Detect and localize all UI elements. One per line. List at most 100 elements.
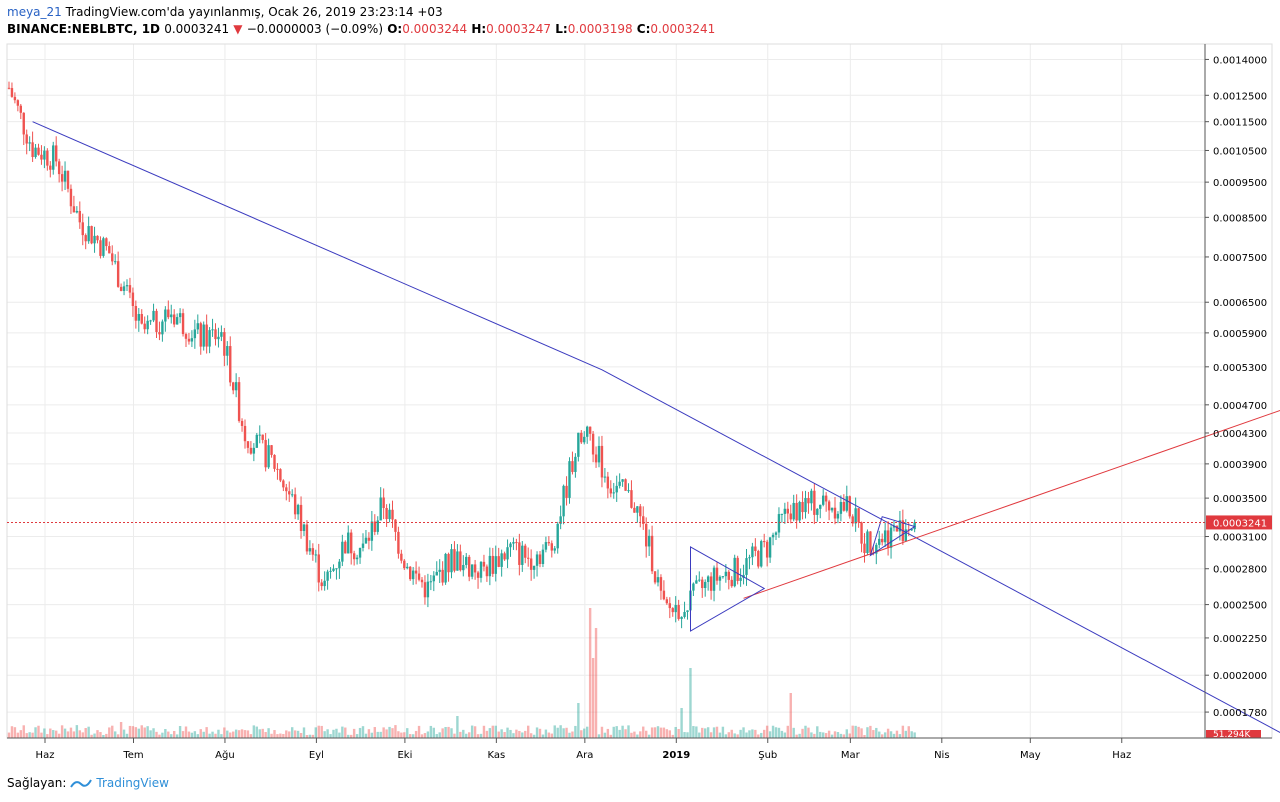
volume-bar bbox=[671, 734, 674, 738]
volume-bar bbox=[232, 731, 235, 738]
volume-label: 51.294K bbox=[1213, 730, 1251, 740]
candle-body bbox=[804, 497, 807, 513]
candle-body bbox=[397, 531, 400, 554]
candle-body bbox=[13, 96, 17, 101]
volume-bar bbox=[730, 729, 733, 738]
time-tick-label: Eki bbox=[397, 750, 412, 761]
volume-bar bbox=[559, 725, 562, 738]
candle-body bbox=[52, 145, 55, 170]
last-price: 0.0003241 bbox=[164, 22, 230, 36]
candle-body bbox=[562, 485, 565, 517]
volume-bar bbox=[291, 727, 294, 738]
candle-body bbox=[164, 309, 167, 322]
volume-bar bbox=[774, 727, 778, 738]
volume-bar bbox=[754, 729, 757, 738]
trendlines bbox=[7, 121, 1280, 733]
volume-bar bbox=[28, 732, 31, 738]
volume-bar bbox=[798, 733, 801, 738]
candle-body bbox=[541, 549, 545, 564]
volume-bar bbox=[258, 729, 261, 738]
candle-body bbox=[609, 488, 612, 494]
volume-bar bbox=[718, 732, 722, 738]
candle-body bbox=[830, 507, 834, 511]
volume-bar bbox=[99, 732, 102, 738]
volume-bar bbox=[379, 731, 382, 738]
candle-body bbox=[394, 519, 397, 532]
candle-body bbox=[341, 541, 344, 562]
volume-bar bbox=[506, 727, 509, 738]
candle-body bbox=[84, 235, 87, 242]
candle-body bbox=[111, 253, 114, 262]
candle-body bbox=[420, 579, 424, 583]
candle-body bbox=[403, 560, 406, 569]
candle-body bbox=[739, 577, 742, 581]
volume-bar bbox=[423, 733, 427, 738]
triangle-pattern bbox=[690, 546, 766, 632]
price-tick-label: 0.0012500 bbox=[1213, 91, 1267, 102]
candle-body bbox=[258, 434, 261, 436]
volume-bar bbox=[438, 732, 441, 738]
candle-body bbox=[748, 557, 751, 559]
candle-body bbox=[128, 285, 132, 293]
candle-body bbox=[869, 531, 872, 553]
volume-bar bbox=[302, 727, 306, 738]
author-name[interactable]: meya_21 bbox=[7, 5, 62, 19]
candle-body bbox=[78, 210, 81, 223]
candle-body bbox=[482, 561, 486, 567]
volume-bar bbox=[119, 722, 123, 738]
candle-body bbox=[500, 553, 503, 567]
candle-body bbox=[615, 485, 618, 493]
volume-bar bbox=[712, 727, 716, 738]
candle-body bbox=[910, 529, 913, 531]
time-axis[interactable]: Haz Tem Ağu Eyl Eki Kas Ara 2019 Şub Mar Nis May Haz bbox=[7, 737, 1272, 761]
provider-brand[interactable]: TradingView bbox=[96, 776, 169, 790]
volume-bar bbox=[535, 727, 539, 738]
candle-body bbox=[512, 542, 515, 544]
candle-body bbox=[624, 479, 627, 491]
volume-bar bbox=[851, 725, 854, 738]
time-tick-label: Şub bbox=[758, 750, 777, 761]
volume-bar bbox=[765, 725, 769, 738]
volume-bar bbox=[591, 658, 595, 738]
candle-body bbox=[320, 582, 323, 587]
volume-bar bbox=[261, 728, 264, 738]
candle-body bbox=[237, 382, 241, 421]
candle-body bbox=[311, 548, 315, 555]
candle-body bbox=[81, 222, 84, 236]
candle-body bbox=[892, 525, 896, 528]
time-tick-label: Ara bbox=[576, 750, 593, 761]
candle-body bbox=[37, 147, 40, 155]
volume-bar bbox=[361, 726, 365, 738]
candlestick-series bbox=[7, 81, 916, 629]
candle-body bbox=[105, 238, 108, 247]
candle-body bbox=[878, 538, 881, 545]
candle-body bbox=[28, 142, 31, 144]
volume-bar bbox=[155, 731, 158, 738]
candle-body bbox=[447, 553, 450, 573]
candle-body bbox=[515, 542, 518, 544]
volume-bar bbox=[63, 728, 67, 738]
volume-bar bbox=[202, 731, 205, 738]
volume-bar bbox=[706, 727, 710, 738]
volume-bar bbox=[400, 732, 403, 738]
candle-body bbox=[406, 566, 409, 569]
price-tick-label: 0.0004700 bbox=[1213, 401, 1267, 412]
price-tick-label: 0.0009500 bbox=[1213, 178, 1267, 189]
volume-bar bbox=[751, 729, 754, 738]
volume-bar bbox=[229, 732, 232, 738]
volume-bar bbox=[149, 730, 152, 738]
candle-body bbox=[674, 604, 677, 613]
candle-body bbox=[338, 561, 341, 569]
volume-bar bbox=[196, 734, 199, 738]
volume-bar bbox=[223, 727, 226, 738]
candle-body bbox=[270, 445, 273, 455]
volume-bar bbox=[801, 728, 804, 738]
price-axis[interactable]: 0.0014000 0.0012500 0.0011500 0.0010500 0.00… bbox=[1204, 44, 1272, 740]
candle-body bbox=[777, 514, 781, 533]
candle-body bbox=[293, 494, 297, 515]
volume-bar bbox=[40, 732, 43, 738]
volume-bar bbox=[382, 727, 385, 738]
volume-bar bbox=[721, 726, 725, 738]
volume-bar bbox=[146, 726, 149, 738]
